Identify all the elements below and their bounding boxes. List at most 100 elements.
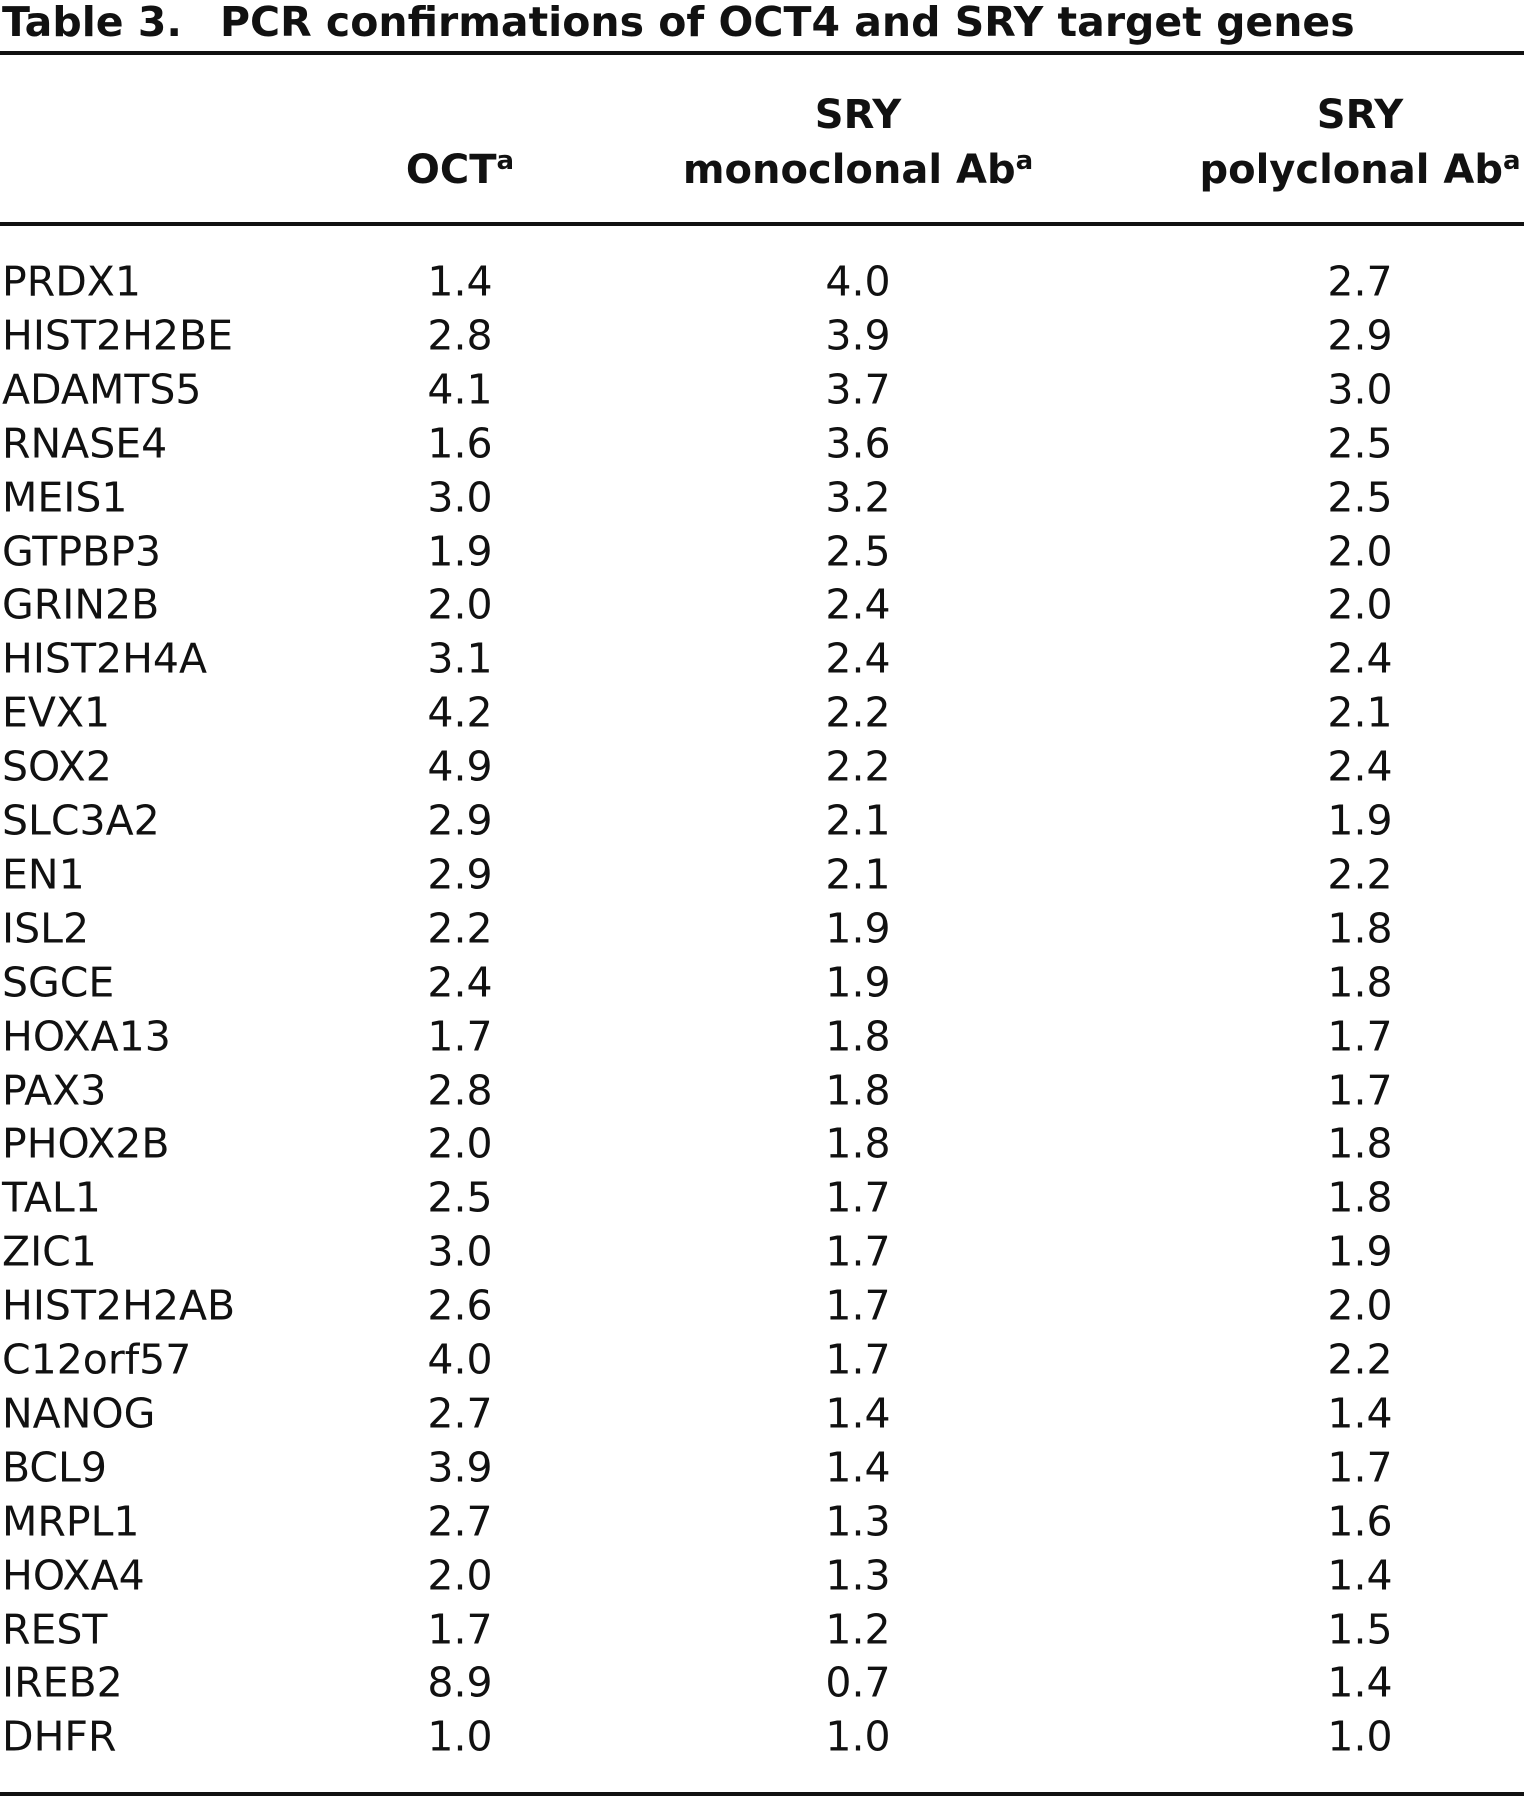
column-header-text: OCT	[405, 147, 497, 193]
value-cell: 2.2	[825, 742, 891, 791]
table-label: Table 3.	[2, 0, 182, 46]
value-cell: 2.1	[825, 796, 891, 845]
value-cell: 2.4	[825, 634, 891, 683]
value-cell: 1.9	[825, 958, 891, 1007]
column-header: SRY	[1317, 95, 1403, 135]
column-header-text: polyclonal Ab	[1199, 147, 1503, 193]
value-cell: 2.2	[1327, 850, 1393, 899]
value-cell: 1.4	[825, 1443, 891, 1492]
gene-name: PHOX2B	[2, 1119, 170, 1168]
column-header-text: SRY	[1316, 92, 1404, 138]
gene-name: ZIC1	[2, 1227, 97, 1276]
footnote-marker: a	[1502, 146, 1521, 176]
value-cell: 1.5	[1327, 1605, 1393, 1653]
value-cell: 1.8	[825, 1066, 891, 1114]
value-cell: 2.5	[825, 527, 891, 575]
value-cell: 1.8	[1327, 958, 1393, 1007]
value-cell: 1.8	[825, 1119, 891, 1168]
value-cell: 3.9	[825, 311, 891, 360]
value-cell: 1.3	[825, 1497, 891, 1546]
value-cell: 1.7	[825, 1227, 891, 1276]
value-cell: 3.0	[427, 1227, 493, 1276]
value-cell: 2.5	[1327, 419, 1393, 468]
gene-name: REST	[2, 1605, 108, 1653]
gene-name: MEIS1	[2, 473, 128, 522]
value-cell: 2.0	[427, 580, 493, 629]
value-cell: 1.7	[825, 1281, 891, 1330]
value-cell: 1.0	[427, 1712, 493, 1761]
gene-name: SLC3A2	[2, 796, 160, 845]
gene-name: HIST2H4A	[2, 634, 208, 683]
value-cell: 4.0	[427, 1335, 493, 1384]
value-cell: 4.1	[427, 365, 493, 414]
value-cell: 2.5	[1327, 473, 1393, 522]
value-cell: 1.4	[825, 1389, 891, 1438]
value-cell: 3.6	[825, 419, 891, 468]
column-header-text: monoclonal Ab	[682, 147, 1016, 193]
gene-name: ISL2	[2, 904, 90, 953]
column-header: monoclonal Aba	[683, 148, 1033, 190]
value-cell: 2.9	[1327, 311, 1393, 360]
column-header: SRY	[815, 95, 901, 135]
value-cell: 2.4	[427, 958, 493, 1007]
bottom-rule	[0, 1792, 1524, 1796]
value-cell: 2.4	[1327, 634, 1393, 683]
value-cell: 2.0	[427, 1551, 493, 1600]
value-cell: 1.7	[825, 1173, 891, 1222]
gene-name: IREB2	[2, 1658, 123, 1707]
value-cell: 2.8	[427, 1066, 493, 1114]
gene-name: PRDX1	[2, 257, 141, 306]
gene-name: SOX2	[2, 742, 112, 791]
value-cell: 1.8	[1327, 1173, 1393, 1222]
footnote-marker: a	[496, 146, 515, 176]
value-cell: 1.4	[1327, 1658, 1393, 1707]
value-cell: 1.9	[427, 527, 493, 575]
value-cell: 1.7	[427, 1605, 493, 1653]
value-cell: 1.4	[1327, 1389, 1393, 1438]
gene-name: HIST2H2AB	[2, 1281, 236, 1330]
value-cell: 2.0	[1327, 527, 1393, 575]
value-cell: 2.9	[427, 796, 493, 845]
value-cell: 1.6	[1327, 1497, 1393, 1546]
value-cell: 8.9	[427, 1658, 493, 1707]
table-title: Table 3. PCR confirmations of OCT4 and SR…	[2, 2, 1355, 43]
value-cell: 1.9	[825, 904, 891, 953]
value-cell: 1.7	[1327, 1012, 1393, 1061]
value-cell: 2.0	[427, 1119, 493, 1168]
gene-name: EN1	[2, 850, 85, 899]
column-header: polyclonal Aba	[1199, 148, 1520, 190]
value-cell: 1.9	[1327, 796, 1393, 845]
value-cell: 3.1	[427, 634, 493, 683]
gene-name: BCL9	[2, 1443, 107, 1492]
value-cell: 1.4	[1327, 1551, 1393, 1600]
value-cell: 1.7	[1327, 1066, 1393, 1114]
value-cell: 2.4	[825, 580, 891, 629]
gene-name: C12orf57	[2, 1335, 192, 1384]
value-cell: 1.3	[825, 1551, 891, 1600]
value-cell: 1.9	[1327, 1227, 1393, 1276]
value-cell: 2.1	[825, 850, 891, 899]
value-cell: 2.2	[825, 688, 891, 737]
value-cell: 2.0	[1327, 580, 1393, 629]
gene-name: HIST2H2BE	[2, 311, 234, 360]
gene-name: HOXA4	[2, 1551, 145, 1600]
gene-name: DHFR	[2, 1712, 117, 1761]
gene-name: RNASE4	[2, 419, 168, 468]
value-cell: 4.2	[427, 688, 493, 737]
gene-name: ADAMTS5	[2, 365, 202, 414]
value-cell: 1.7	[427, 1012, 493, 1061]
column-header-text: SRY	[814, 92, 902, 138]
value-cell: 2.6	[427, 1281, 493, 1330]
value-cell: 2.7	[427, 1497, 493, 1546]
value-cell: 2.8	[427, 311, 493, 360]
top-rule	[0, 51, 1524, 55]
value-cell: 1.8	[1327, 904, 1393, 953]
value-cell: 1.4	[427, 257, 493, 306]
value-cell: 2.9	[427, 850, 493, 899]
table-caption: PCR confirmations of OCT4 and SRY target…	[219, 0, 1355, 46]
value-cell: 1.8	[1327, 1119, 1393, 1168]
value-cell: 1.6	[427, 419, 493, 468]
value-cell: 2.0	[1327, 1281, 1393, 1330]
value-cell: 3.2	[825, 473, 891, 522]
header-rule	[0, 222, 1524, 226]
